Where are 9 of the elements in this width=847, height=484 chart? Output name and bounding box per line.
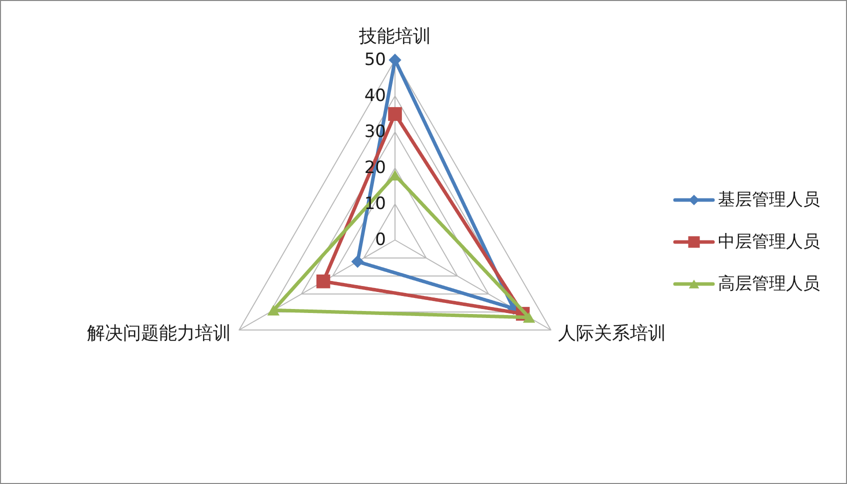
legend-label: 基层管理人员 [718,190,820,210]
legend-label: 中层管理人员 [718,232,820,252]
spoke-label: 解决问题能力培训 [87,323,232,344]
legend-label: 高层管理人员 [718,274,820,294]
y-tick-label: 50 [364,50,386,70]
spoke-label: 人际关系培训 [558,323,666,344]
y-tick-label: 40 [364,86,386,106]
spoke-label: 技能培训 [358,26,431,47]
y-tick-label: 0 [375,230,386,250]
